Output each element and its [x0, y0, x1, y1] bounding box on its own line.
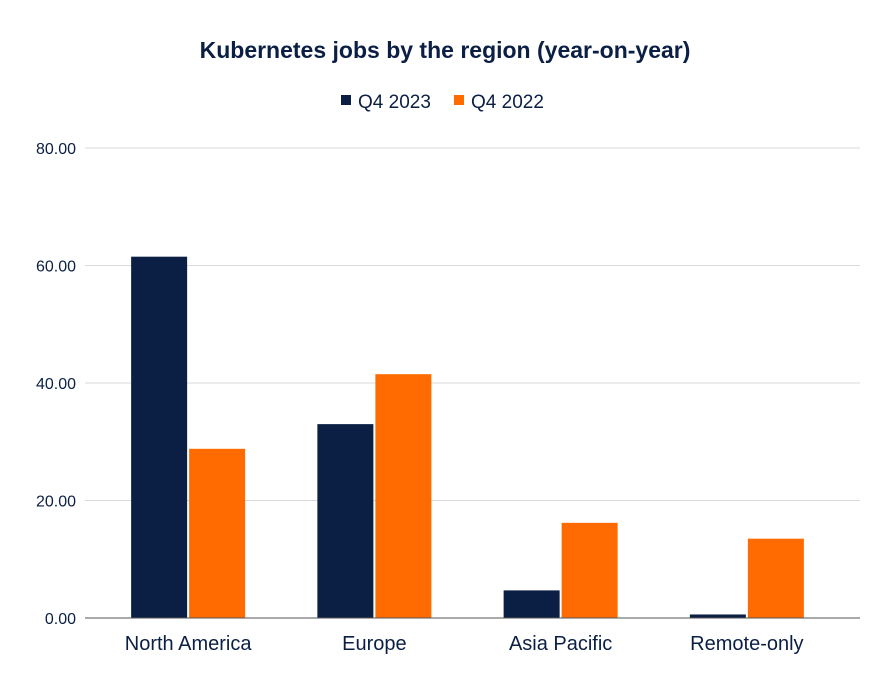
bar-q4-2023-north-america: [131, 256, 188, 618]
bar-q4-2022-asia-pacific: [561, 522, 618, 618]
y-tick-label: 0.00: [45, 611, 76, 628]
gridlines: [85, 147, 860, 501]
bar-q4-2022-remote-only: [747, 538, 804, 618]
chart-title: Kubernetes jobs by the region (year-on-y…: [200, 37, 691, 63]
bar-q4-2023-europe: [317, 424, 374, 618]
x-category-label: Remote-only: [690, 633, 803, 655]
legend-swatch-q4-2022: [454, 95, 464, 105]
x-axis-categories: North America Europe Asia Pacific Remote-on…: [125, 633, 804, 655]
bar-q4-2022-europe: [375, 374, 432, 618]
legend: Q4 2023 Q4 2022: [341, 92, 544, 113]
y-tick-label: 60.00: [36, 259, 76, 276]
y-tick-label: 40.00: [36, 376, 76, 393]
x-category-label: North America: [125, 633, 253, 655]
x-category-label: Europe: [342, 633, 407, 655]
legend-label-q4-2022: Q4 2022: [471, 92, 544, 113]
y-axis-ticks: 0.00 20.00 40.00 60.00 80.00: [36, 141, 76, 628]
bar-q4-2022-north-america: [189, 448, 246, 618]
y-tick-label: 20.00: [36, 494, 76, 511]
y-tick-label: 80.00: [36, 141, 76, 158]
legend-label-q4-2023: Q4 2023: [358, 92, 431, 113]
bars: [131, 256, 804, 618]
bar-q4-2023-asia-pacific: [503, 590, 560, 618]
bar-q4-2023-remote-only: [689, 614, 746, 618]
x-category-label: Asia Pacific: [509, 633, 612, 655]
legend-swatch-q4-2023: [341, 95, 351, 105]
